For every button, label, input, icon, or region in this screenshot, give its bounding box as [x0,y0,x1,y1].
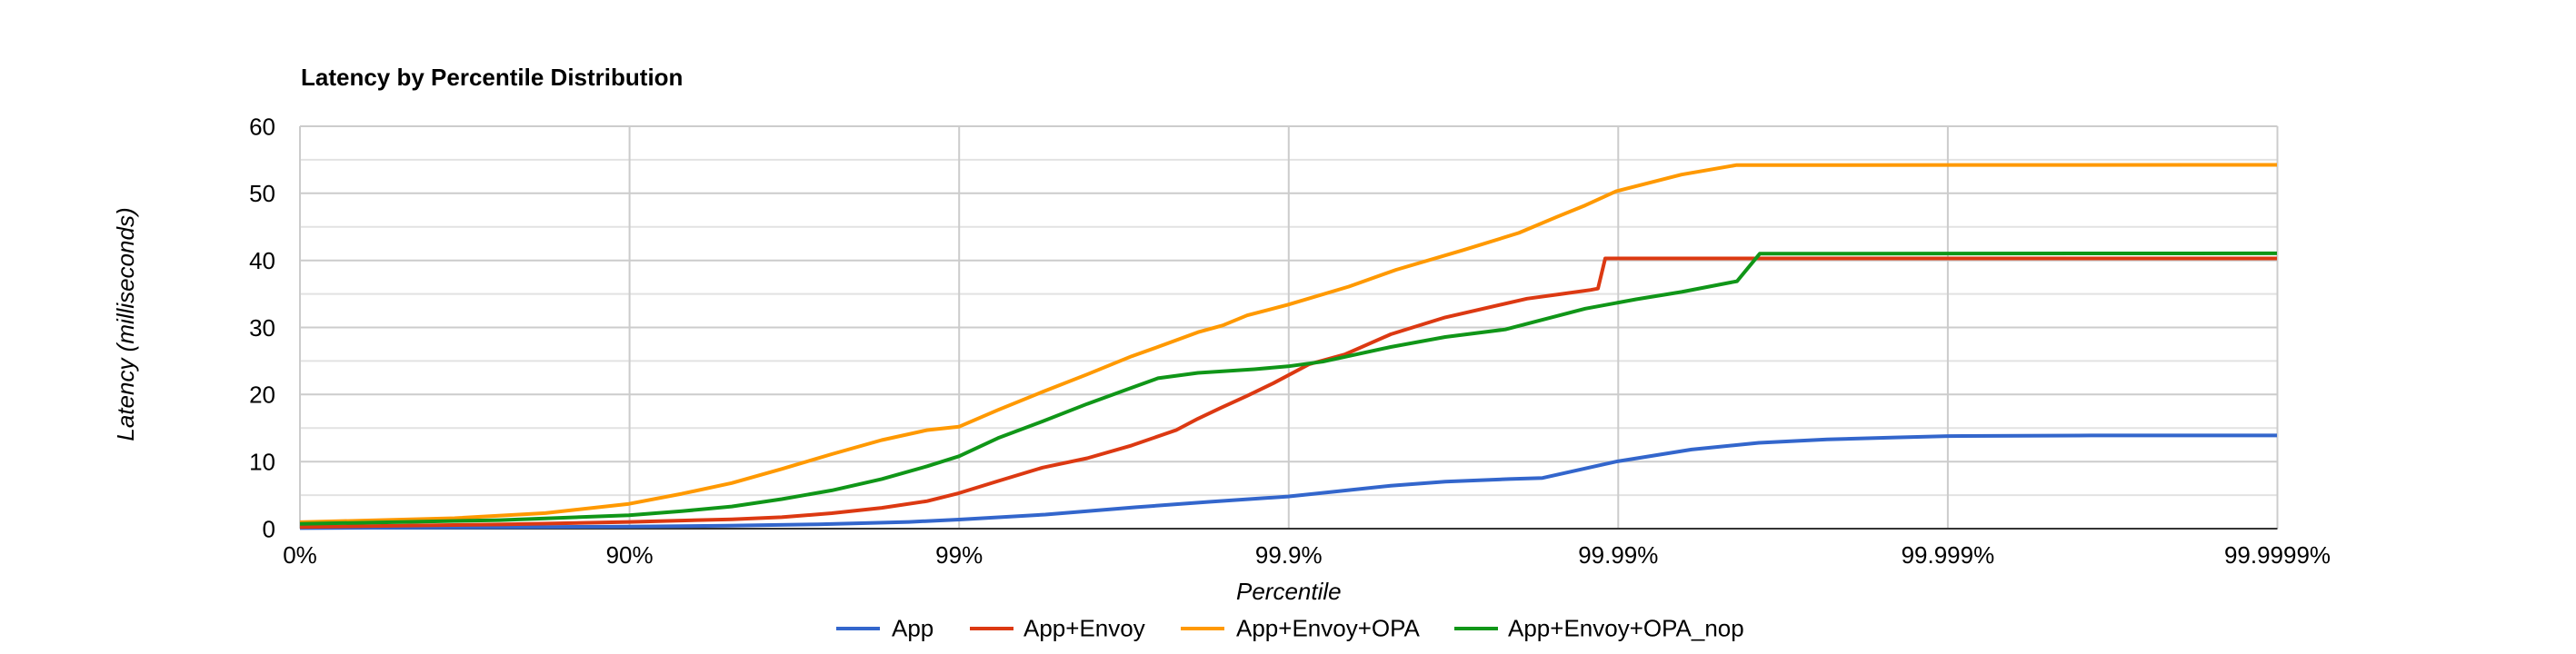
svg-text:50: 50 [249,180,275,207]
svg-text:0%: 0% [283,541,317,569]
svg-text:99.9%: 99.9% [1255,541,1323,569]
svg-text:Percentile: Percentile [1236,578,1342,605]
svg-text:90%: 90% [606,541,654,569]
svg-text:0: 0 [263,515,275,542]
svg-text:App: App [892,615,934,642]
svg-text:30: 30 [249,314,275,342]
svg-text:60: 60 [249,113,275,140]
svg-text:40: 40 [249,247,275,274]
svg-text:Latency by Percentile Distribu: Latency by Percentile Distribution [301,64,683,91]
svg-text:App+Envoy+OPA: App+Envoy+OPA [1236,615,1421,642]
svg-text:99.9999%: 99.9999% [2224,541,2331,569]
svg-text:10: 10 [249,449,275,476]
svg-text:99.999%: 99.999% [1902,541,1995,569]
svg-text:99.99%: 99.99% [1578,541,1658,569]
svg-text:App+Envoy+OPA_nop: App+Envoy+OPA_nop [1508,615,1744,642]
svg-text:App+Envoy: App+Envoy [1023,615,1145,642]
svg-text:99%: 99% [935,541,983,569]
svg-text:Latency (milliseconds): Latency (milliseconds) [112,207,139,441]
svg-text:20: 20 [249,382,275,409]
